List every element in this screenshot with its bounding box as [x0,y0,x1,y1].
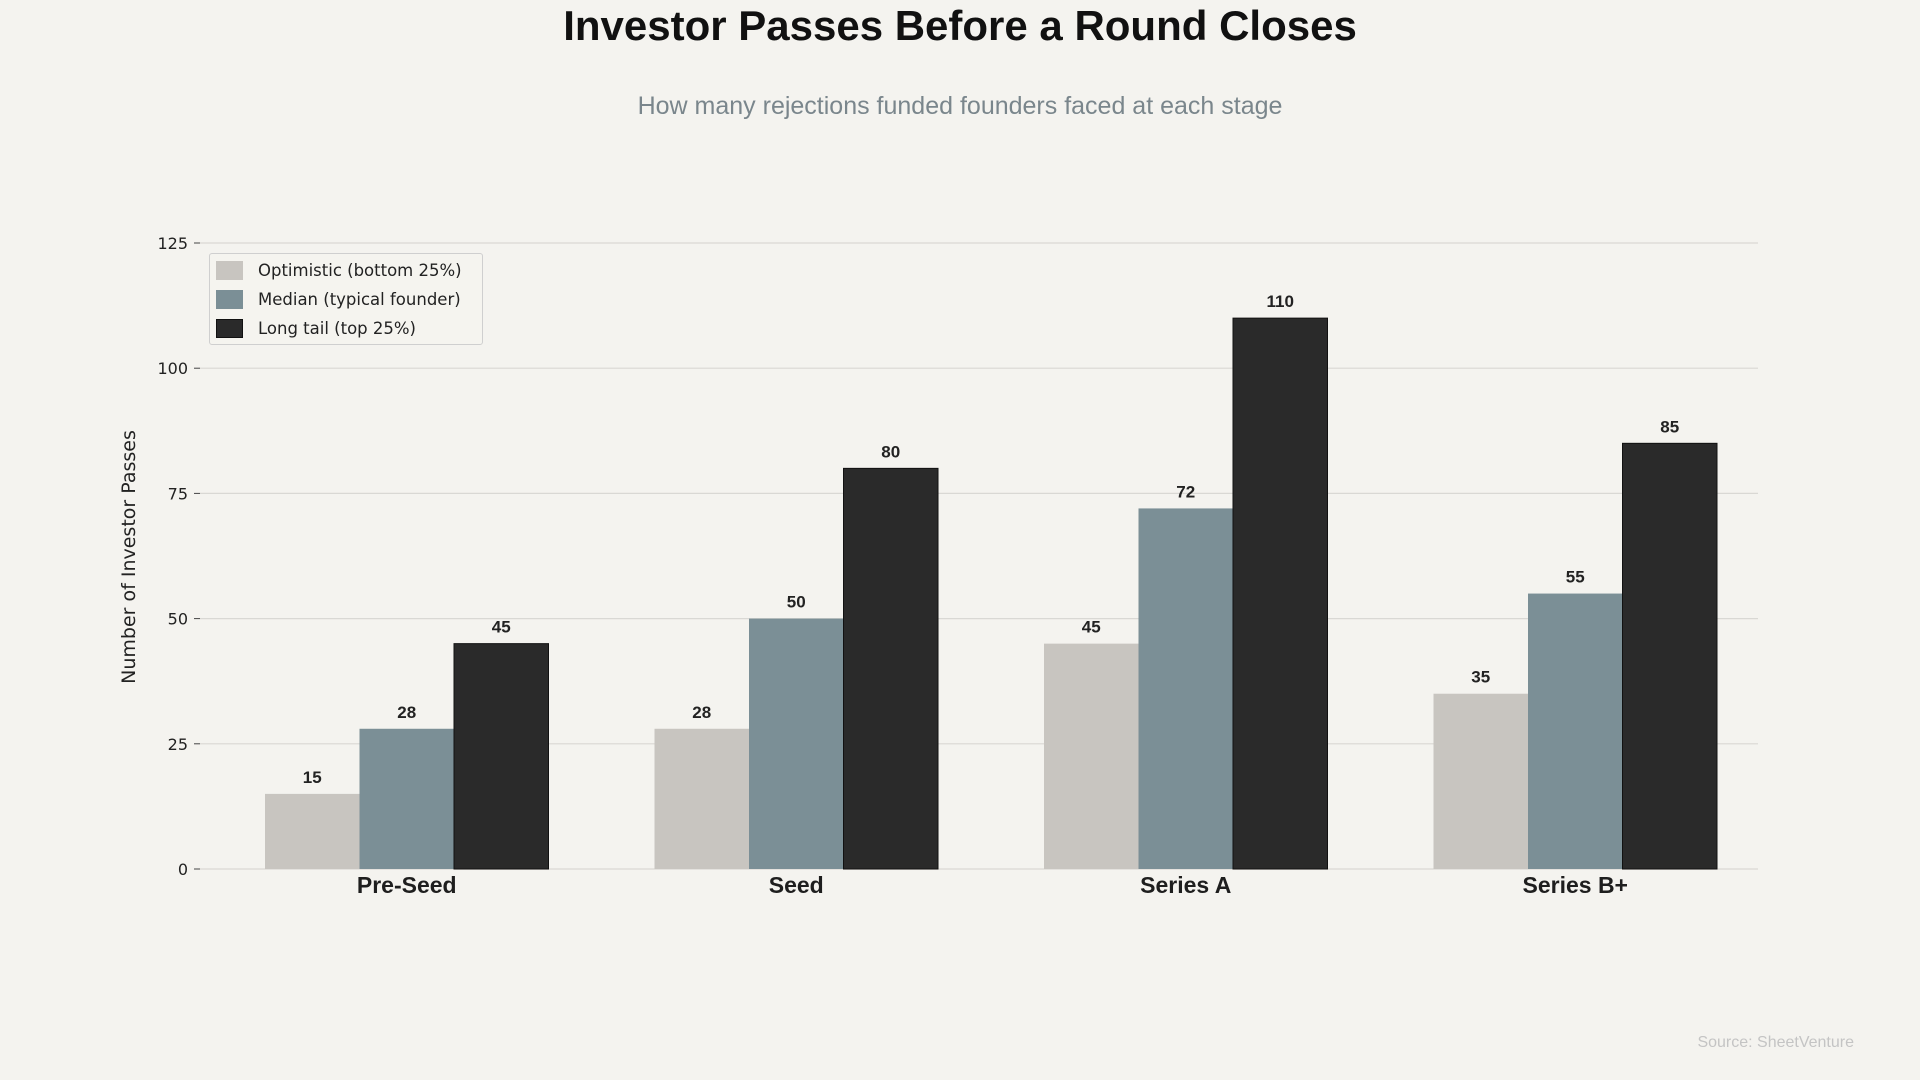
bar [843,467,939,870]
bar-value-label: 35 [1471,668,1490,687]
legend-label: Long tail (top 25%) [258,318,416,338]
source-note: Source: SheetVenture [1697,1034,1854,1051]
y-tick-label: 25 [168,735,188,754]
legend: Optimistic (bottom 25%) Median (typical … [209,253,483,345]
bar-value-label: 15 [303,768,322,787]
legend-label: Median (typical founder) [258,289,461,309]
bar-value-label: 72 [1176,482,1195,501]
bar-value-label: 80 [881,442,900,461]
x-category-label: Series A [1140,872,1231,898]
axes: 0 25 50 75 100 125 Pre-Seed Seed Series A Series … [157,234,1628,898]
x-category-label: Pre-Seed [357,872,457,898]
bar [265,793,360,869]
bars [265,317,1718,870]
bar [453,643,549,870]
bar-value-label: 28 [397,703,416,722]
y-tick-label: 75 [168,484,188,503]
legend-swatch [216,260,243,280]
bar [1044,643,1139,869]
x-category-label: Series B+ [1523,872,1629,898]
bar [654,728,749,869]
y-tick-label: 100 [157,359,188,378]
legend-item: Optimistic (bottom 25%) [216,259,462,281]
bar [1138,508,1233,869]
chart-subtitle: How many rejections funded founders face… [637,92,1283,120]
bar-value-label: 55 [1566,568,1585,587]
bar-value-label: 50 [787,593,806,612]
chart-title: Investor Passes Before a Round Closes [563,2,1357,49]
y-axis-title: Number of Investor Passes [118,430,140,684]
y-tick-label: 0 [178,860,188,879]
legend-swatch [216,318,243,338]
legend-swatch [216,289,243,309]
value-labels: 15 28 45 28 50 80 45 72 110 35 55 85 [303,292,1679,787]
bar-value-label: 85 [1660,417,1679,436]
bar [1622,442,1718,870]
y-tick-label: 125 [157,234,188,253]
legend-label: Optimistic (bottom 25%) [258,260,462,280]
x-category-label: Seed [769,872,824,898]
bar-value-label: 45 [492,618,511,637]
bar [359,728,454,869]
bar [1433,693,1528,869]
bar-value-label: 28 [692,703,711,722]
bar-value-label: 45 [1082,618,1101,637]
bar [1528,593,1623,869]
bar [1232,317,1328,870]
legend-item: Median (typical founder) [216,288,461,310]
legend-item: Long tail (top 25%) [216,317,416,339]
bar-value-label: 110 [1267,292,1294,311]
y-tick-label: 50 [168,610,188,629]
bar [749,618,844,869]
